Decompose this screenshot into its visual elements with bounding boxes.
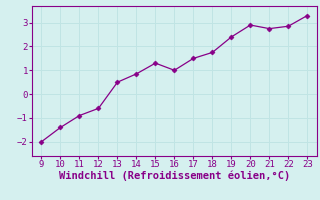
X-axis label: Windchill (Refroidissement éolien,°C): Windchill (Refroidissement éolien,°C) xyxy=(59,171,290,181)
